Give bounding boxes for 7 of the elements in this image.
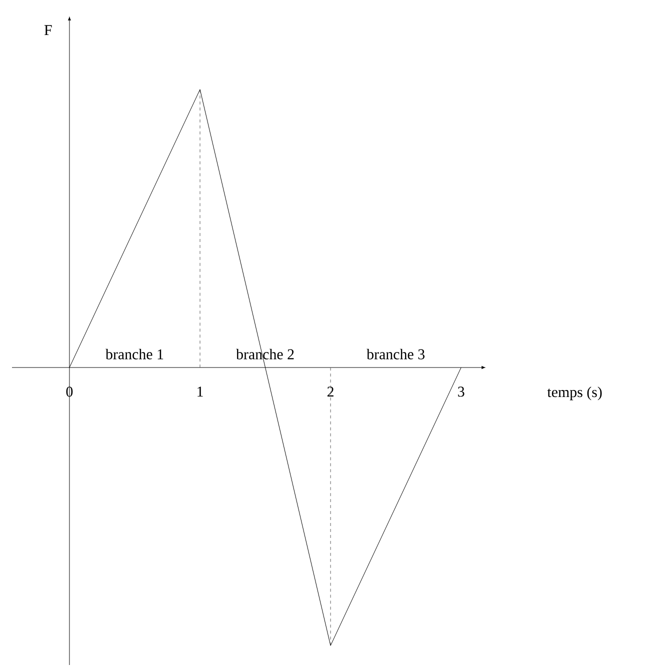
y-axis-title: F bbox=[44, 25, 52, 35]
annotation: branche 3 bbox=[366, 348, 425, 360]
x-tick-label: 2 bbox=[327, 386, 334, 397]
annotation: branche 1 bbox=[105, 348, 164, 360]
x-tick-label: 3 bbox=[458, 386, 464, 397]
x-axis-title: temps (s) bbox=[547, 386, 602, 400]
x-tick-label: 1 bbox=[198, 386, 203, 397]
